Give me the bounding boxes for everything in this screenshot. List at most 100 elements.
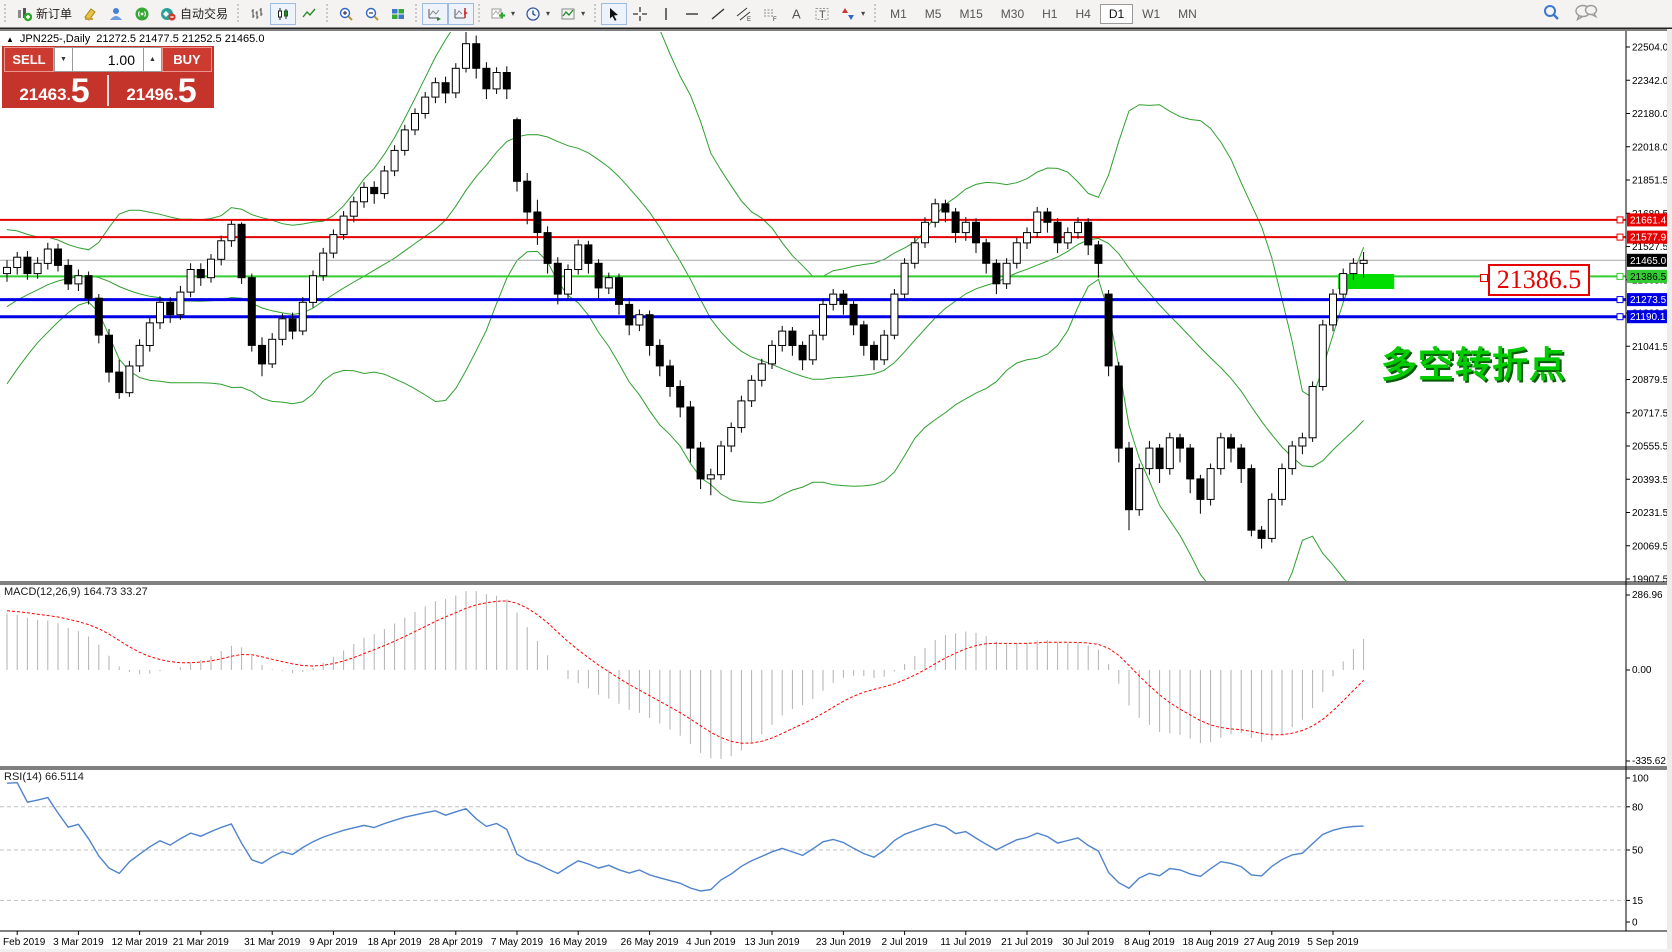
candle (482, 67, 491, 90)
toolbar-grip[interactable] (413, 3, 421, 24)
text-tool-button[interactable]: A (783, 3, 809, 25)
cursor-tool-button[interactable] (601, 2, 628, 25)
candle (1318, 324, 1327, 387)
price-annotation-anchor[interactable] (1480, 274, 1488, 282)
tile-windows-button[interactable] (385, 3, 411, 25)
cursor-icon (610, 7, 619, 21)
candle (788, 330, 797, 347)
turning-point-note[interactable]: 多空转折点 (1381, 344, 1567, 385)
zoom-in-button[interactable] (333, 3, 359, 25)
candle (1084, 221, 1093, 246)
candle (900, 262, 909, 295)
auto-trading-button[interactable]: 自动交易 (155, 3, 233, 25)
candle (972, 221, 980, 244)
date-tick-label: 7 May 2019 (491, 937, 544, 948)
timeframe-d1-button[interactable]: D1 (1099, 3, 1134, 24)
fibonacci-tool-button[interactable]: F (757, 3, 783, 25)
price-tick-label: 20555.5 (1632, 442, 1669, 453)
buy-price[interactable]: 21496. 5 (109, 73, 214, 108)
signals-button[interactable] (129, 3, 155, 25)
line-handle[interactable] (1616, 216, 1624, 224)
candle (3, 266, 11, 275)
vertical-line-tool-button[interactable] (653, 3, 679, 25)
line-chart-button[interactable] (296, 3, 322, 25)
candle (1237, 447, 1246, 470)
auto-scroll-button[interactable] (422, 2, 449, 25)
horizontal-line-tool-button[interactable] (679, 3, 705, 25)
candle (951, 211, 960, 233)
toolbar-grip[interactable] (872, 3, 880, 24)
trendline-tool-button[interactable] (705, 3, 731, 25)
price-chip (1627, 230, 1671, 244)
svg-text:E: E (747, 17, 751, 22)
timeframes-button[interactable]: ▾ (520, 3, 555, 25)
date-tick-label: 31 Mar 2019 (244, 937, 301, 948)
chart-title: ▲ JPN225-,Daily 21272.5 21477.5 21252.5 … (6, 33, 264, 45)
toolbar-grip[interactable] (2, 3, 9, 24)
candle (1257, 529, 1266, 539)
candle (64, 264, 73, 285)
toolbar-grip[interactable] (476, 3, 484, 24)
line-handle[interactable] (1616, 313, 1624, 321)
highlight-rectangle[interactable] (1338, 274, 1395, 289)
sell-price[interactable]: 21463. 5 (2, 73, 107, 108)
candlestick-chart-button[interactable] (270, 2, 297, 25)
candle (686, 406, 695, 449)
indicators-button[interactable]: ▾ (485, 3, 520, 25)
search-icon[interactable] (1542, 3, 1560, 21)
text-label-icon: T (815, 7, 829, 21)
toolbar-grip[interactable] (235, 3, 243, 24)
candle (13, 256, 22, 268)
line-handle[interactable] (1616, 296, 1624, 304)
toolbar-grip[interactable] (324, 3, 332, 24)
new-order-button[interactable]: 新订单 (11, 3, 77, 25)
date-tick-label: 26 May 2019 (621, 937, 679, 948)
date-tick-label: 30 Jul 2019 (1062, 937, 1114, 948)
arrows-tool-button[interactable]: ▾ (835, 3, 870, 25)
profile-button[interactable] (103, 3, 129, 25)
chart-canvas[interactable]: 22504.022342.022180.022018.021851.521689… (0, 29, 1672, 952)
timeframe-m1-button[interactable]: M1 (881, 4, 916, 24)
price-tick-label: 20879.5 (1632, 375, 1669, 386)
candle (757, 363, 766, 381)
sell-button[interactable]: SELL (4, 47, 54, 72)
bar-chart-button[interactable] (244, 3, 270, 25)
toolbar-grip[interactable] (592, 3, 600, 24)
trendline-icon (711, 7, 725, 20)
timeframe-h4-button[interactable]: H4 (1066, 4, 1099, 24)
date-tick-label: 11 Jul 2019 (940, 937, 991, 948)
text-label-tool-button[interactable]: T (809, 3, 835, 25)
volume-input[interactable]: 1.00 (73, 47, 143, 72)
price-chip (1627, 310, 1671, 324)
main-pane[interactable] (0, 29, 1626, 616)
candle (1359, 259, 1368, 264)
line-handle[interactable] (1616, 272, 1624, 280)
candle (380, 170, 389, 195)
price-chip (1627, 253, 1671, 267)
one-click-trading-panel: SELL ▼ 1.00 ▲ BUY 21463. 5 21496. 5 (2, 46, 214, 108)
crosshair-tool-button[interactable] (627, 3, 653, 25)
chart-shift-button[interactable] (448, 2, 475, 25)
timeframe-m30-button[interactable]: M30 (992, 4, 1033, 24)
volume-decrease-button[interactable]: ▼ (54, 47, 73, 72)
price-chip-label: 21273.5 (1630, 295, 1667, 306)
timeframe-w1-button[interactable]: W1 (1133, 4, 1169, 24)
timeframe-m15-button[interactable]: M15 (950, 4, 991, 24)
templates-button[interactable]: ▾ (555, 3, 590, 25)
price-annotation-box[interactable]: 21386.5 (1488, 264, 1590, 296)
styler-button[interactable] (77, 3, 103, 25)
line-handle[interactable] (1616, 233, 1624, 241)
candle (360, 186, 368, 203)
date-tick-label: 28 Apr 2019 (429, 937, 483, 948)
timeframe-mn-button[interactable]: MN (1169, 4, 1206, 24)
clock-icon (526, 6, 540, 21)
chat-icon[interactable] (1574, 3, 1598, 21)
volume-increase-button[interactable]: ▲ (143, 47, 162, 72)
candle (74, 275, 83, 285)
zoom-out-button[interactable] (359, 3, 385, 25)
buy-button[interactable]: BUY (162, 47, 212, 72)
collapse-chart-icon[interactable]: ▲ (6, 34, 14, 44)
timeframe-m5-button[interactable]: M5 (916, 4, 951, 24)
timeframe-h1-button[interactable]: H1 (1033, 4, 1066, 24)
equidistant-channel-tool-button[interactable]: E (731, 3, 757, 25)
